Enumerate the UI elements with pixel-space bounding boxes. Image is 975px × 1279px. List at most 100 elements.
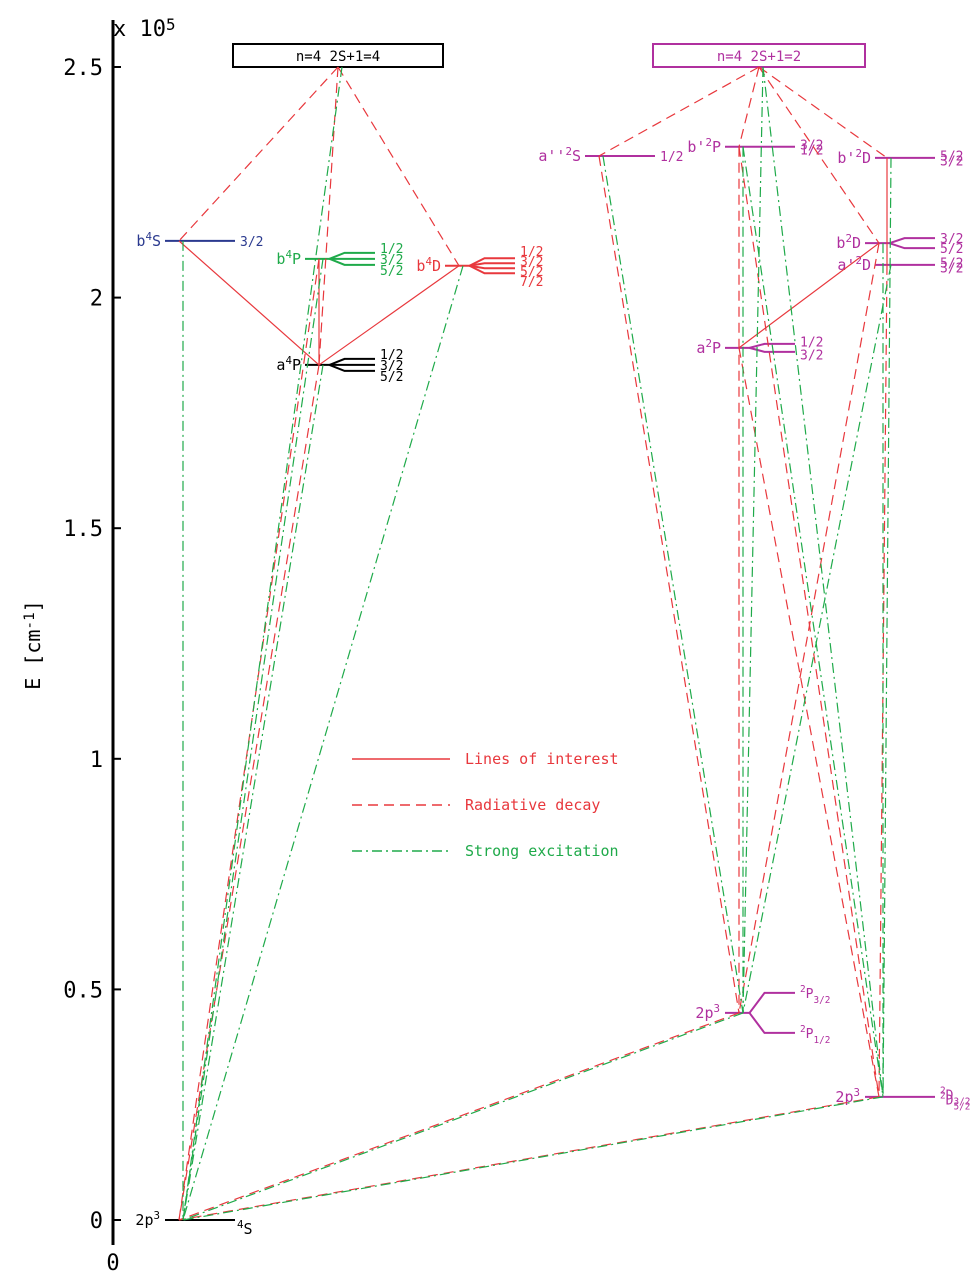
j-label: 1/2 — [800, 335, 823, 350]
j-label: 5/2 — [940, 149, 963, 164]
transition-dashed — [178, 364, 320, 1221]
sublevel-line — [889, 242, 935, 250]
transition-dashed — [738, 243, 880, 1014]
j-label: 1/2 — [380, 348, 403, 363]
sublevel-line — [748, 991, 795, 1014]
j-label: 5/2 — [380, 264, 403, 279]
sublevel-line — [889, 237, 935, 245]
j-label: 3/2 — [380, 359, 403, 374]
transition-dashed — [178, 1096, 880, 1221]
group-title: n=4 2S+1=2 — [717, 49, 801, 65]
j-label-part: 3/2 — [940, 154, 963, 169]
j-label-part: D — [946, 1088, 954, 1103]
j-label: 5/2 — [380, 370, 403, 385]
configuration-label-part: 3 — [153, 1209, 160, 1222]
j-label-part: 5/2 — [520, 265, 543, 280]
j-label-part: 1/2 — [813, 1035, 830, 1046]
transition-solid — [738, 242, 880, 349]
term-label-part: D — [862, 149, 871, 167]
j-label-part: 2 — [940, 1085, 946, 1096]
j-label-part: 3/2 — [813, 995, 830, 1006]
term-label: b4S — [136, 230, 161, 250]
transition-dashed — [178, 1012, 740, 1221]
j-label-part: 3/2 — [800, 138, 823, 153]
term-label-part: b' — [837, 149, 855, 167]
transition-dashed — [878, 264, 888, 1097]
tick-label: 2.5 — [63, 56, 103, 81]
configuration-label-part: 2p — [695, 1004, 713, 1022]
j-label-part: 5/2 — [953, 1101, 970, 1112]
j-label-part: P — [806, 1027, 814, 1042]
j-label: 1/2 — [800, 143, 823, 158]
j-label: 1/2 — [520, 245, 543, 260]
configuration-label: 2p3 — [835, 1086, 860, 1106]
transition-dashed — [758, 66, 880, 244]
term-label-part: b — [836, 234, 845, 252]
term-label-part: 2 — [845, 232, 852, 245]
j-label: 3/2 — [940, 154, 963, 169]
j-label: 5/2 — [940, 242, 963, 257]
j-label: 3/2 — [380, 253, 403, 268]
term-label: a'2D — [837, 254, 871, 274]
term-label-part: P — [292, 356, 301, 374]
transition-dash-dot — [602, 155, 744, 1014]
sublevel-line — [469, 264, 515, 270]
axis-label-part: -1 — [22, 612, 38, 629]
term-label-part: 4 — [285, 248, 292, 261]
term-label: a''2S — [538, 145, 581, 165]
sublevel-line — [329, 257, 375, 266]
sublevel-line — [329, 364, 375, 372]
transition-dashed — [337, 66, 460, 267]
j-label-part: 3/2 — [380, 253, 403, 268]
transition-dash-dot — [762, 66, 884, 1097]
transition-dashed — [318, 66, 339, 365]
j-label: 3/2 — [800, 138, 823, 153]
transition-dashed — [598, 66, 760, 157]
j-label-part: 3/2 — [520, 255, 543, 270]
j-label-part: D — [946, 1093, 954, 1108]
j-label: 2P3/2 — [800, 984, 830, 1006]
legend-label: Radiative decay — [465, 796, 600, 814]
sublevel-line — [749, 342, 795, 349]
term-label-part: b — [136, 232, 145, 250]
term-label-part: a — [696, 339, 705, 357]
term-label-part: 4 — [425, 255, 432, 268]
axis-label: E [cm-1] — [21, 600, 45, 690]
term-label: 4S — [237, 1218, 253, 1238]
j-label: 3/2 — [240, 235, 263, 250]
configuration-label-part: 3 — [713, 1002, 720, 1015]
term-label: b'2D — [837, 147, 871, 167]
sublevel-line — [469, 262, 515, 267]
sublevel-line — [329, 357, 375, 366]
axis-label-part: ] — [21, 600, 45, 612]
term-label: a4P — [276, 354, 301, 374]
j-label-part: 7/2 — [520, 275, 543, 290]
tick-label: 1.5 — [63, 517, 103, 542]
sublevel-line — [748, 1012, 795, 1034]
term-label-part: 2 — [705, 337, 712, 350]
term-label-part: 2 — [855, 147, 862, 160]
tick-label: 0.5 — [63, 978, 103, 1003]
j-label-part: 5/2 — [940, 242, 963, 257]
term-label-part: 2 — [705, 136, 712, 149]
transition-dashed — [758, 66, 888, 159]
legend-label: Lines of interest — [465, 750, 619, 768]
j-label-part: 2 — [800, 1024, 806, 1035]
axis-label-part: E [cm — [21, 630, 45, 690]
legend-label: Strong excitation — [465, 842, 619, 860]
j-label-part: P — [806, 987, 814, 1002]
transition-dash-dot — [182, 66, 343, 1221]
j-label-part: 3/2 — [953, 1096, 970, 1107]
term-label-part: S — [244, 1220, 253, 1238]
group-title: n=4 2S+1=4 — [296, 49, 380, 65]
tick-label: 1 — [90, 748, 103, 773]
transition-dashed — [738, 66, 760, 147]
j-label: 1/2 — [380, 242, 403, 257]
j-label: 3/2 — [940, 232, 963, 247]
transition-solid — [178, 240, 320, 366]
term-label: b4P — [276, 248, 301, 268]
j-label-part: 1/2 — [380, 242, 403, 257]
transition-dash-dot — [182, 258, 324, 1221]
j-label-part: 1/2 — [520, 245, 543, 260]
